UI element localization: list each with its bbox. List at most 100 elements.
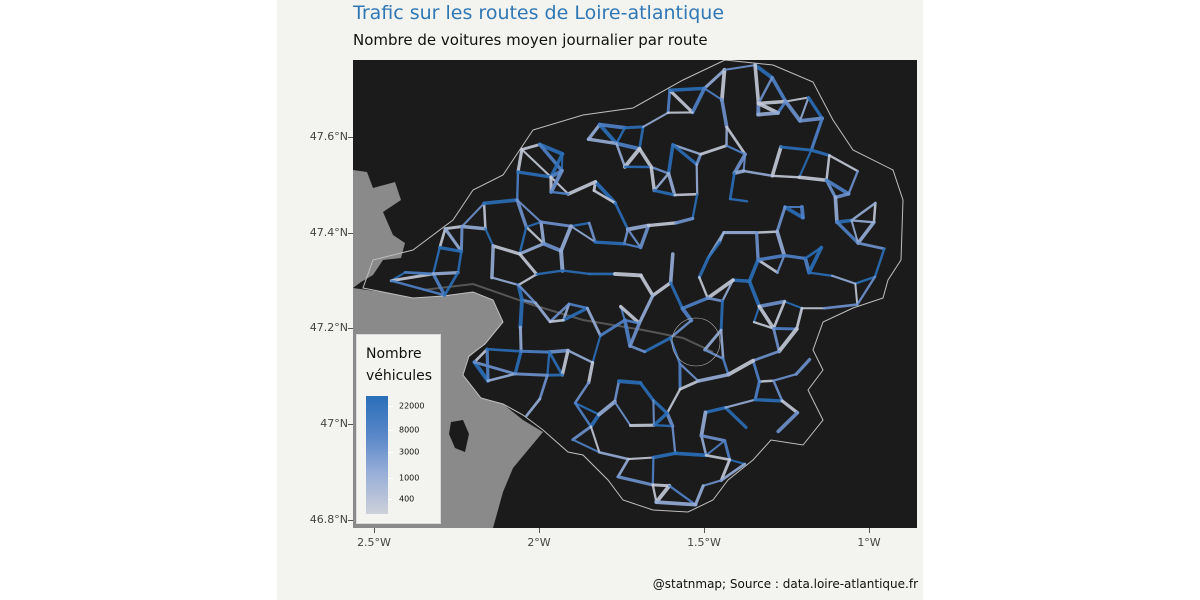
road-segment	[794, 357, 812, 376]
road-segment	[699, 410, 708, 438]
road-segment	[756, 253, 787, 262]
road-segment	[824, 178, 851, 196]
road-segment	[798, 96, 810, 122]
road-segment	[756, 258, 779, 274]
road-segment	[588, 412, 601, 429]
road-segment	[776, 100, 788, 115]
road-segment	[525, 225, 545, 245]
road-segment	[616, 457, 630, 479]
road-segment	[783, 99, 802, 123]
road-segment	[535, 269, 564, 276]
road-segment	[666, 143, 675, 176]
road-segment	[566, 180, 598, 196]
road-segment	[561, 306, 589, 322]
road-segment	[757, 304, 776, 331]
road-segment	[623, 228, 630, 246]
x-tick	[869, 528, 870, 533]
road-segment	[723, 64, 757, 71]
road-segment	[724, 398, 757, 409]
road-segment	[628, 321, 642, 348]
road-segment	[571, 438, 601, 454]
y-tick	[348, 424, 353, 425]
road-segment	[516, 198, 543, 224]
road-segment	[725, 125, 747, 156]
road-segment	[706, 240, 722, 259]
road-segment	[639, 273, 655, 298]
road-segment	[719, 458, 732, 482]
road-segment	[702, 68, 726, 90]
y-tick	[348, 233, 353, 234]
road-segment	[623, 125, 645, 130]
road-segment	[809, 116, 824, 152]
road-segment	[597, 399, 617, 417]
road-segment	[756, 111, 780, 117]
road-segment	[798, 116, 825, 123]
x-tick	[539, 528, 540, 533]
road-segment	[753, 398, 784, 403]
road-segment	[833, 195, 839, 225]
road-segment	[525, 220, 543, 229]
road-segment	[780, 399, 799, 415]
road-segment	[723, 439, 732, 462]
road-segment	[755, 230, 779, 234]
road-segment	[696, 372, 731, 383]
road-segment	[622, 146, 642, 169]
road-segment	[561, 269, 591, 276]
road-segment	[833, 192, 851, 200]
road-segment	[777, 326, 799, 354]
road-segment	[490, 244, 495, 280]
road-segment	[485, 347, 523, 353]
road-segment	[831, 274, 857, 285]
road-segment	[431, 246, 441, 276]
map-area[interactable]	[353, 60, 917, 528]
road-segment	[625, 223, 651, 232]
road-segment	[539, 220, 546, 246]
x-tick	[704, 528, 705, 533]
road-segment	[518, 252, 539, 276]
road-segment	[569, 221, 591, 228]
road-segment	[673, 192, 699, 197]
road-segment	[772, 327, 781, 353]
road-segment	[779, 145, 813, 152]
road-segment	[732, 169, 746, 176]
road-segment	[573, 381, 590, 405]
road-segment	[752, 320, 775, 330]
road-segment	[517, 273, 538, 287]
road-segment	[757, 76, 774, 105]
road-segment	[486, 372, 517, 383]
road-segment	[549, 175, 570, 196]
road-segment	[622, 318, 633, 348]
nantes-urban-area	[671, 317, 721, 367]
road-segment	[674, 216, 695, 225]
road-segment	[638, 381, 655, 402]
road-segment	[772, 373, 798, 382]
road-segment	[597, 122, 619, 146]
road-segment	[699, 434, 727, 443]
road-segment	[520, 143, 542, 151]
road-segment	[518, 225, 528, 256]
road-segment	[757, 299, 787, 309]
map-title: Trafic sur les routes de Loire-atlantiqu…	[353, 2, 725, 24]
road-segment	[806, 95, 824, 121]
road-segment	[668, 86, 707, 93]
road-segment	[525, 397, 542, 418]
road-segment	[783, 205, 805, 220]
road-segment	[775, 229, 787, 258]
road-segment	[807, 271, 834, 277]
road-segment	[758, 379, 775, 383]
road-segment	[482, 202, 487, 231]
road-segment	[700, 434, 708, 457]
road-segment	[539, 220, 573, 228]
legend-title: Nombre véhicules	[366, 346, 433, 384]
road-segment	[671, 424, 677, 455]
road-segment	[654, 483, 672, 505]
road-segment	[697, 256, 710, 279]
x-tick-label: 1.5°W	[687, 536, 721, 549]
road-segment	[703, 87, 723, 101]
legend-tick	[388, 452, 393, 453]
road-segment	[699, 144, 728, 156]
road-segment	[438, 227, 447, 249]
road-segment	[776, 410, 800, 434]
road-segment	[548, 318, 565, 324]
road-segment	[652, 424, 674, 428]
